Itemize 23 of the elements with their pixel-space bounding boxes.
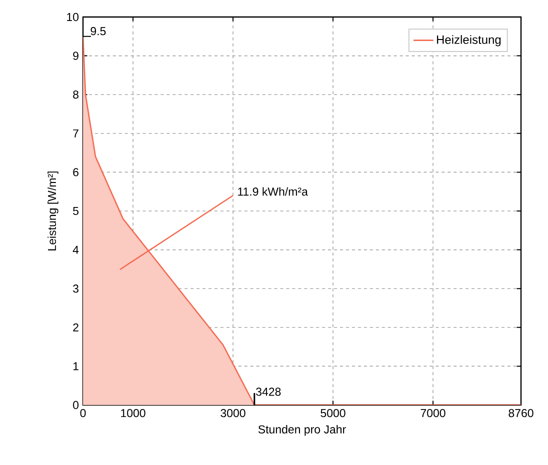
y-tick-label: 7 <box>73 129 78 138</box>
y-tick-label: 6 <box>73 168 78 176</box>
x-axis-title: Stunden pro Jahr <box>258 425 346 436</box>
y-tick-label: 4 <box>72 246 79 254</box>
y-tick-label: 5 <box>73 206 78 216</box>
x-tick-label: 1000 <box>121 409 146 418</box>
y-tick-label: 3 <box>73 284 78 293</box>
x-tick-label: 5000 <box>320 409 346 418</box>
annotation: 11.9 kWh/m²a <box>238 187 308 196</box>
x-tick-label: 3000 <box>220 409 246 418</box>
y-tick-label: 10 <box>67 12 79 22</box>
y-tick-label: 2 <box>73 323 78 332</box>
x-tick-label: 7000 <box>420 409 446 418</box>
x-tick-label: 8760 <box>508 409 534 418</box>
y-tick-label: 0 <box>73 400 79 410</box>
y-tick-label: 9 <box>73 52 78 60</box>
x-tick-label: 0 <box>80 409 86 418</box>
legend-label: Heizleistung <box>437 35 501 46</box>
y-axis-title: Leistung [W/m²] <box>48 172 58 250</box>
annotation: 9.5 <box>90 27 106 36</box>
y-tick-label: 8 <box>73 90 78 99</box>
annotation: 3428 <box>256 388 281 396</box>
y-tick-label: 1 <box>73 362 78 370</box>
